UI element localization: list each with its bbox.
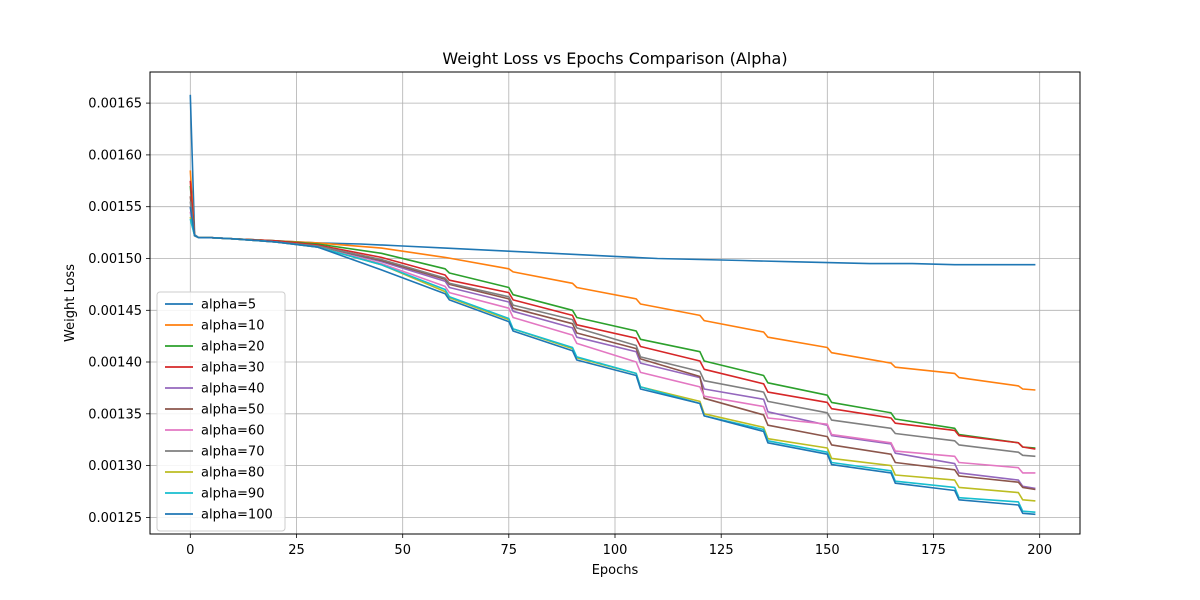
x-tick-label: 150: [815, 543, 840, 558]
legend-label: alpha=70: [201, 445, 264, 460]
chart-title: Weight Loss vs Epochs Comparison (Alpha): [442, 49, 787, 68]
y-axis-label: Weight Loss: [63, 264, 78, 342]
legend-label: alpha=80: [201, 466, 264, 481]
y-axis-ticks: 0.00125 0.00130 0.00135 0.00140 0.00145 0.001…: [88, 97, 150, 526]
x-tick-label: 125: [709, 543, 734, 558]
y-tick-label: 0.00125: [88, 511, 142, 526]
x-tick-label: 25: [288, 543, 305, 558]
legend-label: alpha=100: [201, 508, 273, 523]
y-tick-label: 0.00140: [88, 356, 142, 371]
y-tick-label: 0.00130: [88, 459, 142, 474]
x-tick-label: 50: [394, 543, 411, 558]
x-tick-label: 200: [1027, 543, 1052, 558]
series-layer: [189, 94, 1036, 516]
legend-label: alpha=10: [201, 319, 264, 334]
y-tick-label: 0.00145: [88, 304, 142, 319]
x-tick-label: 100: [603, 543, 628, 558]
x-axis-ticks: 0 25 50 75 100 125 150 175 200: [186, 534, 1052, 558]
y-tick-label: 0.00150: [88, 252, 142, 267]
legend-label: alpha=60: [201, 424, 264, 439]
x-tick-label: 0: [186, 543, 194, 558]
legend-label: alpha=90: [201, 487, 264, 502]
legend-label: alpha=5: [201, 298, 256, 313]
legend-label: alpha=50: [201, 403, 264, 418]
legend-label: alpha=20: [201, 340, 264, 355]
y-tick-label: 0.00160: [88, 148, 142, 163]
legend-label: alpha=40: [201, 382, 264, 397]
y-tick-label: 0.00155: [88, 200, 142, 215]
x-tick-label: 75: [501, 543, 518, 558]
legend-label: alpha=30: [201, 361, 264, 376]
x-tick-label: 175: [921, 543, 946, 558]
legend: alpha=5 alpha=10 alpha=20 alpha=30 alpha=40 a…: [156, 291, 286, 532]
y-tick-label: 0.00135: [88, 407, 142, 422]
x-axis-label: Epochs: [592, 563, 639, 578]
y-tick-label: 0.00165: [88, 97, 142, 112]
series-line-alpha-100: [189, 206, 1036, 516]
